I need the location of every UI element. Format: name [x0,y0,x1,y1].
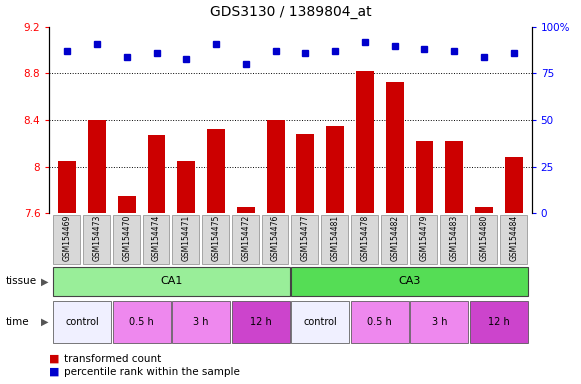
Bar [351,215,378,264]
Bar [440,215,467,264]
Bar [410,215,437,264]
Text: ▶: ▶ [41,316,48,327]
Text: 0.5 h: 0.5 h [367,316,392,327]
Bar [232,215,259,264]
Text: GSM154479: GSM154479 [420,215,429,261]
Bar [381,215,407,264]
Bar [142,215,169,264]
Bar [113,301,171,343]
Bar [500,215,526,264]
Text: GSM154482: GSM154482 [390,215,399,261]
Text: ■: ■ [49,354,60,364]
Text: GSM154469: GSM154469 [63,215,71,261]
Bar [470,301,528,343]
Bar [356,71,374,213]
Text: GSM154481: GSM154481 [331,215,340,261]
Text: GSM154484: GSM154484 [510,215,518,261]
Bar [58,161,76,213]
Text: tissue: tissue [6,276,37,286]
Text: transformed count: transformed count [64,354,161,364]
Text: GSM154475: GSM154475 [211,215,221,261]
Text: 3 h: 3 h [193,316,209,327]
Bar [292,215,318,264]
Text: GSM154470: GSM154470 [122,215,131,261]
Text: control: control [65,316,99,327]
Bar [173,301,230,343]
Bar [177,161,195,213]
Text: GDS3130 / 1389804_at: GDS3130 / 1389804_at [210,5,371,19]
Text: GSM154483: GSM154483 [450,215,459,261]
Text: ▶: ▶ [41,276,48,286]
Bar [351,301,408,343]
Bar [88,120,106,213]
Text: CA1: CA1 [160,276,182,286]
Bar [321,215,348,264]
Text: GSM154476: GSM154476 [271,215,280,261]
Text: GSM154473: GSM154473 [92,215,102,261]
Bar [118,196,136,213]
Text: ■: ■ [49,367,60,377]
Bar [53,301,111,343]
Bar [113,215,139,264]
Bar [326,126,344,213]
Bar [415,141,433,213]
Bar [207,129,225,213]
Bar [232,301,289,343]
Text: CA3: CA3 [399,276,421,286]
Text: GSM154478: GSM154478 [360,215,370,261]
Bar [292,267,528,296]
Bar [445,141,463,213]
Text: GSM154477: GSM154477 [301,215,310,261]
Bar [173,215,199,264]
Bar [410,301,468,343]
Text: 12 h: 12 h [488,316,510,327]
Text: time: time [6,316,30,327]
Text: 0.5 h: 0.5 h [130,316,154,327]
Bar [261,215,288,264]
Text: GSM154472: GSM154472 [241,215,250,261]
Bar [53,267,289,296]
Text: percentile rank within the sample: percentile rank within the sample [64,367,240,377]
Bar [83,215,110,264]
Text: 12 h: 12 h [250,316,271,327]
Bar [267,120,285,213]
Bar [148,135,166,213]
Bar [292,301,349,343]
Bar [296,134,314,213]
Bar [386,81,404,213]
Text: 3 h: 3 h [432,316,447,327]
Text: GSM154474: GSM154474 [152,215,161,261]
Bar [475,207,493,213]
Bar [505,157,523,213]
Text: GSM154480: GSM154480 [479,215,489,261]
Bar [470,215,497,264]
Bar [202,215,229,264]
Bar [237,207,255,213]
Bar [53,215,80,264]
Text: control: control [303,316,337,327]
Text: GSM154471: GSM154471 [182,215,191,261]
